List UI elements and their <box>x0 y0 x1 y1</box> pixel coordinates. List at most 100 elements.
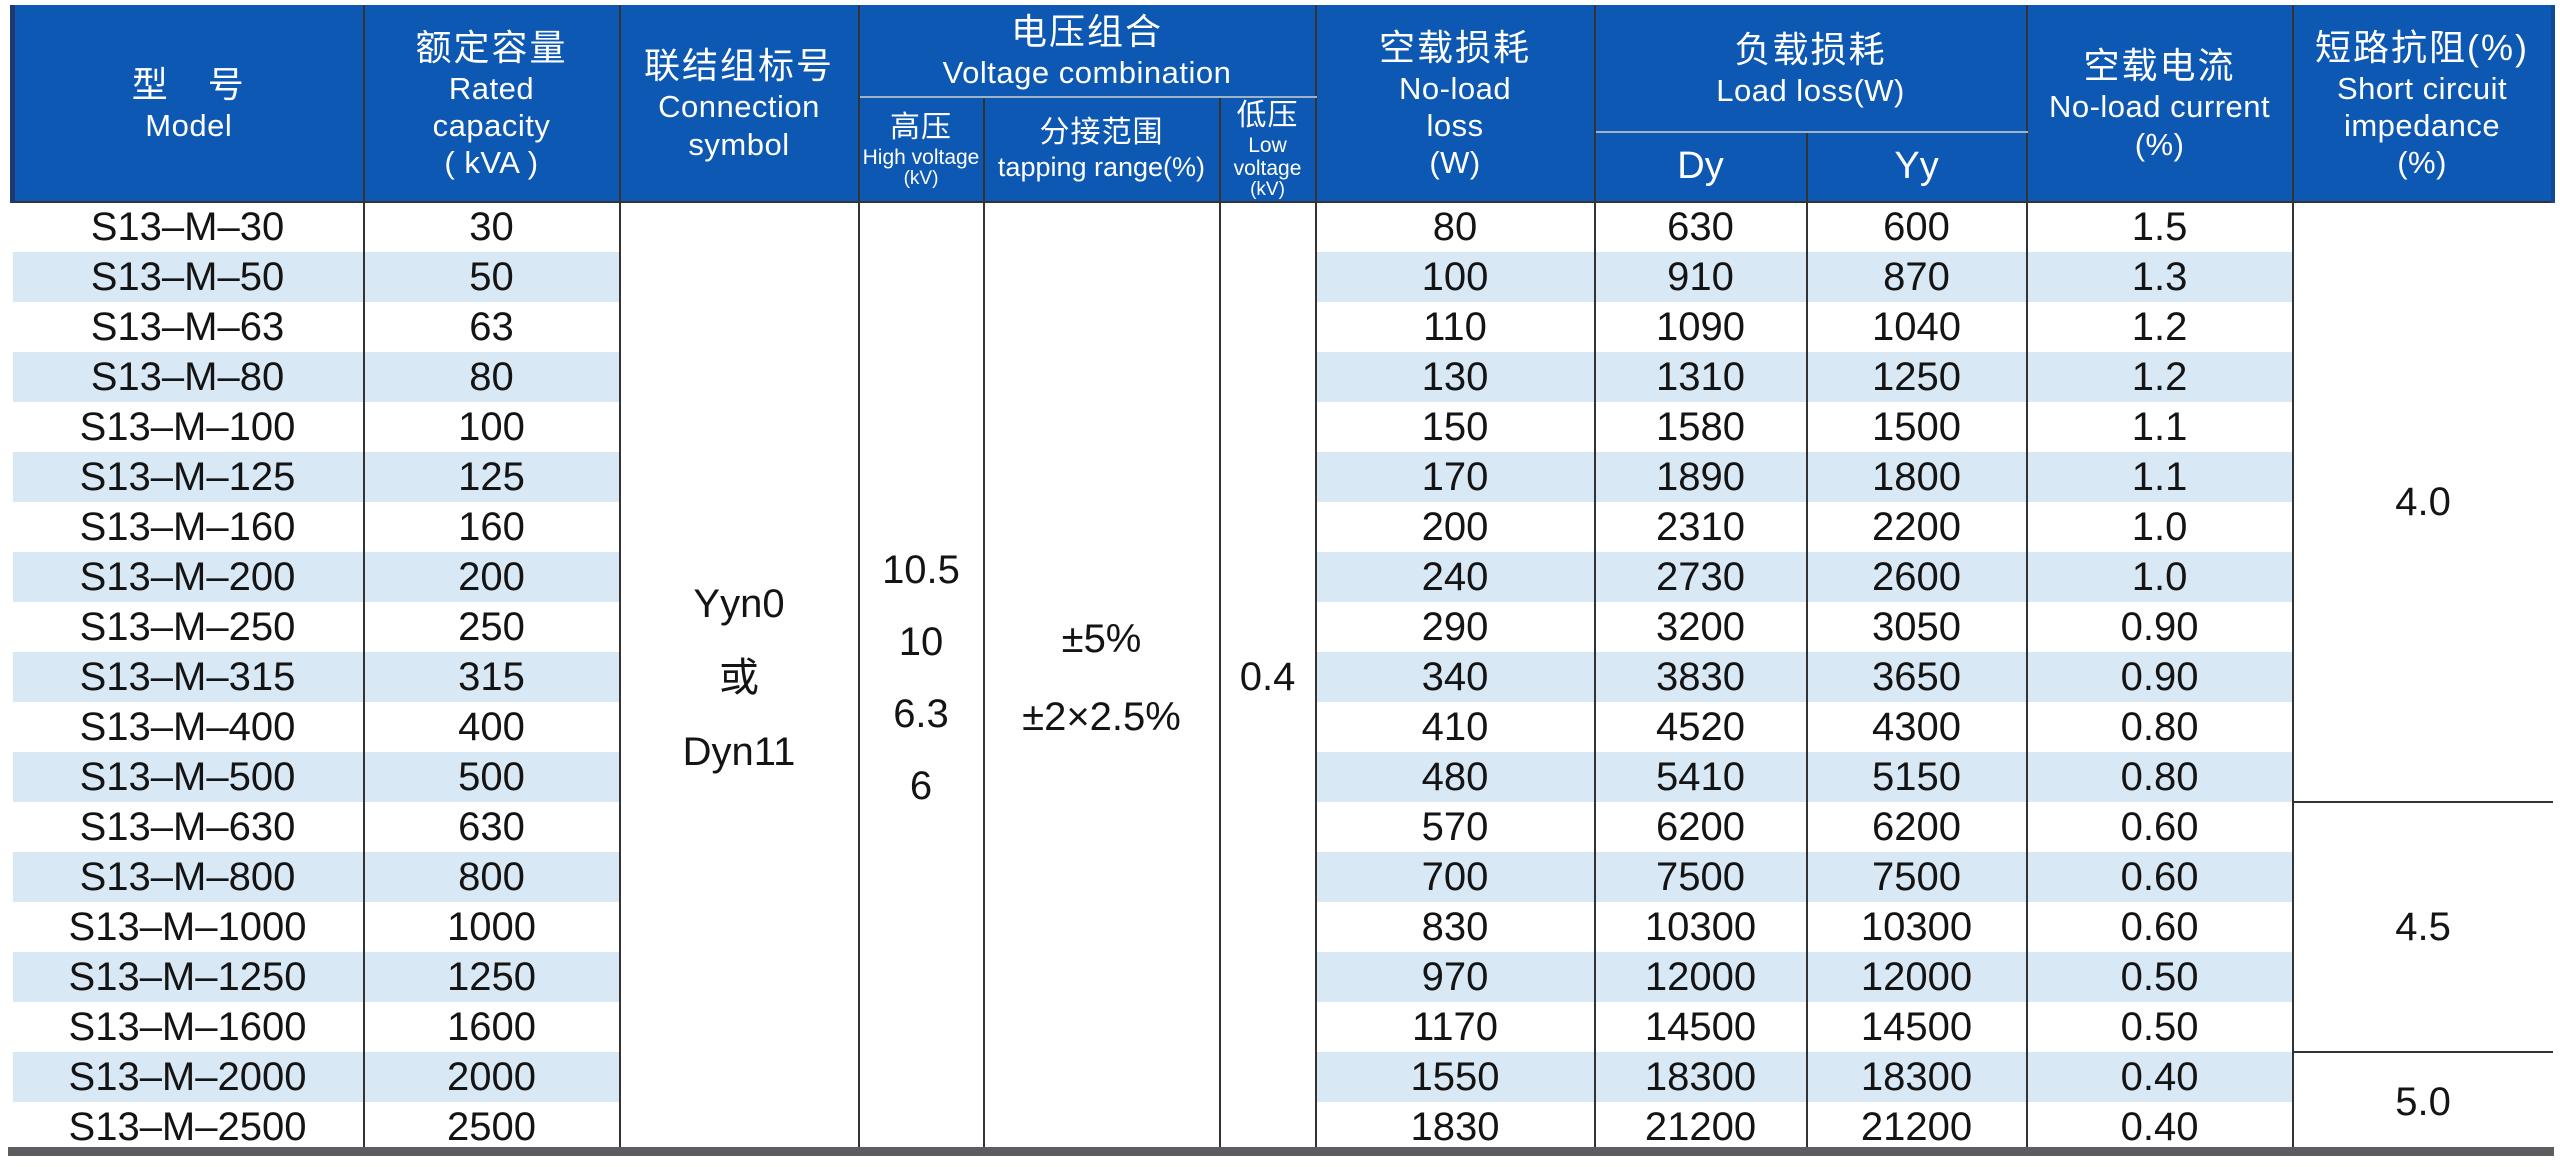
cell-capacity: 250 <box>363 602 621 653</box>
cell-no-load-current: 0.50 <box>2026 952 2294 1003</box>
cell-load-loss-yy: 2200 <box>1806 502 2028 553</box>
cell-load-loss-dy: 10300 <box>1594 902 1808 953</box>
cell-capacity: 30 <box>363 202 621 253</box>
cell-model: S13–M–125 <box>12 452 365 503</box>
table-row: S13–M–630 630 570 6200 6200 0.60 4.5 <box>12 801 2553 1053</box>
header-zh: 型 号 <box>131 63 246 105</box>
cell-load-loss-yy: 5150 <box>1806 752 2028 803</box>
cell-load-loss-dy: 14500 <box>1594 1002 1808 1053</box>
header-model: 型 号 Model <box>10 5 365 204</box>
cell-load-loss-yy: 1040 <box>1806 302 2028 353</box>
table-row: S13–M–100 100 150 1580 1500 1.1 <box>12 402 2553 453</box>
cell-model: S13–M–50 <box>12 252 365 303</box>
line: 或 <box>719 655 759 700</box>
cell-load-loss-dy: 21200 <box>1594 1102 1808 1153</box>
cell-load-loss-yy: 1250 <box>1806 352 2028 403</box>
cell-model: S13–M–1000 <box>12 902 365 953</box>
cell-no-load-loss: 830 <box>1315 902 1596 953</box>
cell-load-loss-dy: 1580 <box>1594 402 1808 453</box>
header-zh: 负载损耗 <box>1734 28 1887 70</box>
header-rated-capacity: 额定容量 Rated capacity ( kVA ) <box>363 5 621 204</box>
cell-no-load-loss: 240 <box>1315 552 1596 603</box>
cell-impedance-group: 4.0 <box>2292 202 2553 803</box>
cell-no-load-current: 1.2 <box>2026 352 2294 403</box>
cell-load-loss-yy: 14500 <box>1806 1002 2028 1053</box>
cell-no-load-current: 0.60 <box>2026 902 2294 953</box>
header-unit: (%) <box>2134 126 2185 162</box>
cell-load-loss-yy: 18300 <box>1806 1052 2028 1103</box>
cell-load-loss-yy: 21200 <box>1806 1102 2028 1153</box>
cell-load-loss-yy: 2600 <box>1806 552 2028 603</box>
header-unit: (W) <box>1429 145 1481 181</box>
cell-no-load-loss: 1830 <box>1315 1102 1596 1153</box>
cell-load-loss-yy: 3050 <box>1806 602 2028 653</box>
cell-load-loss-dy: 6200 <box>1594 802 1808 853</box>
header-en: Rated <box>448 70 535 106</box>
header-zh: 短路抗阻(%) <box>2315 26 2530 68</box>
cell-capacity: 1000 <box>363 902 621 953</box>
cell-load-loss-dy: 630 <box>1594 202 1808 253</box>
cell-no-load-current: 0.40 <box>2026 1102 2294 1153</box>
cell-no-load-loss: 340 <box>1315 652 1596 703</box>
header-en: Connection <box>658 89 820 125</box>
cell-load-loss-dy: 1890 <box>1594 452 1808 503</box>
cell-load-loss-yy: 3650 <box>1806 652 2028 703</box>
header-voltage-combination: 电压组合 Voltage combination <box>858 5 1317 98</box>
table-row: S13–M–2000 2000 1550 18300 18300 0.40 5.… <box>12 1051 2553 1153</box>
header-row: 型 号 Model 额定容量 Rated capacity ( kVA ) 联结… <box>10 5 2555 204</box>
cell-capacity: 100 <box>363 402 621 453</box>
header-subrow-loadloss: Dy Yy <box>13 131 2553 204</box>
cell-no-load-current: 1.1 <box>2026 402 2294 453</box>
header-en: No-load <box>1399 70 1512 106</box>
header-unit: ( kVA ) <box>444 145 539 181</box>
cell-no-load-loss: 150 <box>1315 402 1596 453</box>
table-row: S13–M–1000 1000 830 10300 10300 0.60 <box>12 902 2553 953</box>
cell-no-load-loss: 970 <box>1315 952 1596 1003</box>
header-en: Load loss(W) <box>1716 72 1905 108</box>
header-en: Model <box>145 107 233 143</box>
line: Dyn11 <box>682 729 796 774</box>
line: 10 <box>898 619 944 664</box>
header-en: Voltage combination <box>942 55 1232 91</box>
header-subrow-voltage: 高压 High voltage (kV) 分接范围 tapping range(… <box>13 97 2553 204</box>
cell-no-load-loss: 290 <box>1315 602 1596 653</box>
cell-no-load-current: 0.80 <box>2026 752 2294 803</box>
header-zh: 高压 <box>890 110 952 144</box>
header-zh: 额定容量 <box>415 26 568 68</box>
cell-no-load-current: 0.40 <box>2026 1052 2294 1103</box>
cell-capacity: 1250 <box>363 952 621 1003</box>
header-high-voltage: 高压 High voltage (kV) <box>858 97 985 204</box>
table-row: S13–M–2500 2500 1830 21200 21200 0.40 <box>12 1102 2553 1153</box>
cell-no-load-loss: 200 <box>1315 502 1596 553</box>
cell-model: S13–M–1600 <box>12 1002 365 1053</box>
transformer-spec-table: 型 号 Model 额定容量 Rated capacity ( kVA ) 联结… <box>10 5 2555 1153</box>
header-load-loss: 负载损耗 Load loss(W) <box>1594 5 2028 133</box>
header-no-load-current: 空载电流 No-load current (%) <box>2026 5 2294 204</box>
cell-load-loss-yy: 600 <box>1806 202 2028 253</box>
table-row: S13–M–125 125 170 1890 1800 1.1 <box>12 452 2553 503</box>
cell-capacity: 200 <box>363 552 621 603</box>
cell-no-load-loss: 100 <box>1315 252 1596 303</box>
header-short-circuit-impedance: 短路抗阻(%) Short circuit impedance (%) <box>2292 5 2555 204</box>
cell-load-loss-yy: 1500 <box>1806 402 2028 453</box>
cell-no-load-current: 0.60 <box>2026 802 2294 853</box>
cell-no-load-current: 1.3 <box>2026 252 2294 303</box>
cell-load-loss-dy: 910 <box>1594 252 1808 303</box>
cell-capacity: 2000 <box>363 1052 621 1103</box>
cell-capacity: 315 <box>363 652 621 703</box>
cell-load-loss-dy: 3200 <box>1594 602 1808 653</box>
cell-load-loss-dy: 3830 <box>1594 652 1808 703</box>
cell-model: S13–M–30 <box>12 202 365 253</box>
cell-load-loss-dy: 7500 <box>1594 852 1808 903</box>
header-zh: 空载电流 <box>2083 45 2236 87</box>
header-en: tapping range(%) <box>997 152 1206 183</box>
cell-no-load-loss: 130 <box>1315 352 1596 403</box>
header-no-load-loss: 空载损耗 No-load loss (W) <box>1315 5 1596 204</box>
header-en: Low voltage <box>1233 134 1302 181</box>
header-load-loss-dy: Dy <box>1594 131 1808 204</box>
cell-load-loss-dy: 5410 <box>1594 752 1808 803</box>
cell-load-loss-yy: 4300 <box>1806 702 2028 753</box>
cell-model: S13–M–2500 <box>12 1102 365 1153</box>
cell-capacity: 50 <box>363 252 621 303</box>
